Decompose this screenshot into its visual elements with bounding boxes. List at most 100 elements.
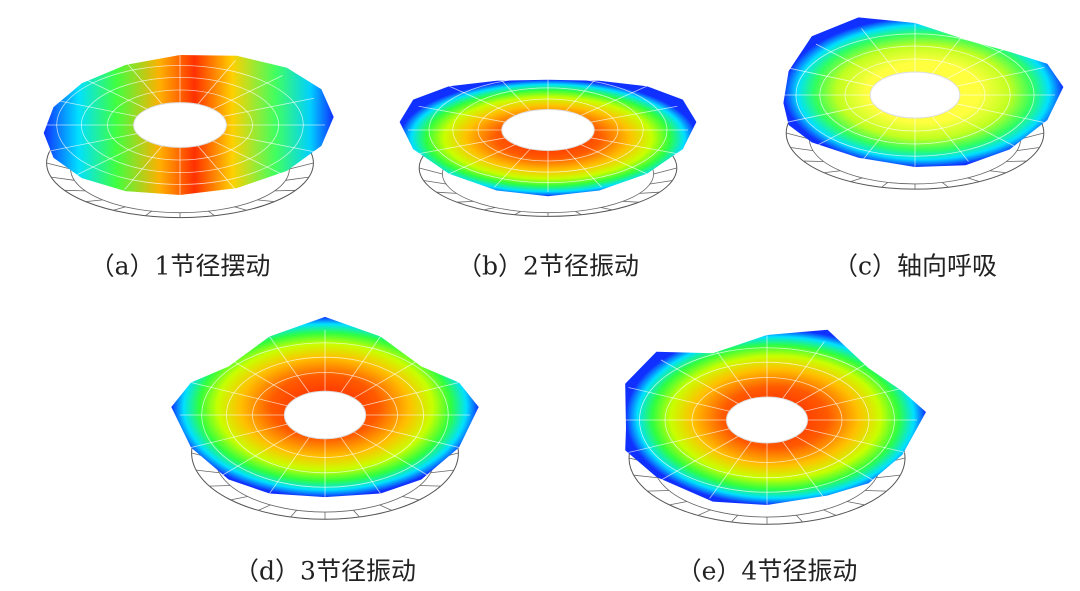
center-hole: [133, 102, 227, 148]
base-spoke: [1016, 147, 1040, 152]
mesh-spoke: [222, 97, 315, 117]
mesh-spoke: [494, 148, 531, 188]
base-spoke: [600, 207, 613, 211]
base-spoke: [846, 501, 865, 506]
mesh-spoke: [565, 148, 602, 188]
mesh-spoke: [795, 359, 874, 405]
mesh-spoke: [448, 85, 516, 116]
base-spoke: [647, 490, 670, 492]
mesh-spoke: [861, 116, 899, 162]
base-spoke: [209, 485, 231, 487]
base-spoke: [113, 206, 126, 211]
base-spoke: [274, 189, 296, 192]
mesh-spoke: [197, 60, 236, 105]
base-spoke: [850, 177, 863, 183]
mesh-spoke: [946, 43, 1015, 80]
mesh-spoke: [660, 359, 739, 405]
base-spoke: [234, 206, 247, 211]
base-spoke: [436, 191, 457, 194]
base-spoke: [967, 177, 980, 183]
mesh-spoke: [931, 116, 969, 162]
mesh-spoke: [815, 110, 884, 147]
mesh-spoke: [77, 140, 148, 175]
mode-panel: （e）4节径振动: [617, 329, 926, 586]
mode-panel: （b）2节径振动: [399, 68, 697, 281]
mesh-spoke: [956, 67, 1045, 87]
mesh-spoke: [590, 137, 678, 155]
base-spoke: [353, 509, 360, 518]
base-spoke: [823, 170, 841, 174]
mesh-spoke: [628, 387, 730, 412]
center-hole: [726, 396, 808, 444]
mesh-spoke: [269, 436, 310, 494]
base-spoke: [230, 496, 248, 501]
mesh-spoke: [45, 97, 138, 117]
base-spoke: [379, 504, 392, 511]
base-spoke: [730, 514, 739, 523]
mesh-spoke: [340, 436, 381, 494]
mesh-spoke: [804, 387, 906, 412]
caption: （d）3节径振动: [234, 557, 416, 586]
mesh-spoke: [340, 336, 381, 394]
base-spoke: [85, 199, 103, 203]
mesh-spoke: [190, 423, 288, 448]
base-spoke: [575, 211, 582, 216]
mode-panel: （d）3节径振动: [171, 316, 479, 586]
mesh-spoke: [628, 428, 730, 453]
mesh-spoke: [946, 110, 1015, 147]
center-hole: [869, 71, 961, 119]
mesh-spoke: [353, 354, 428, 399]
base-spoke: [196, 469, 220, 474]
mesh-spoke: [580, 144, 648, 175]
base-spoke: [514, 211, 521, 216]
mesh-spoke: [124, 145, 163, 190]
mesh-spoke: [785, 67, 874, 87]
base-spoke: [823, 509, 837, 516]
base-spoke: [622, 200, 640, 203]
base-spoke: [669, 501, 688, 506]
base-spoke: [430, 469, 454, 474]
base-spoke: [402, 496, 420, 501]
base-spoke: [639, 191, 660, 194]
base-spoke: [289, 162, 314, 170]
base-spoke: [258, 504, 271, 511]
mesh-spoke: [448, 144, 516, 175]
base-spoke: [989, 170, 1007, 174]
base-spoke: [942, 182, 949, 188]
base-spoke: [881, 182, 888, 188]
base-spoke: [290, 509, 297, 518]
base-spoke: [790, 147, 814, 152]
mesh-spoke: [418, 105, 506, 123]
base-spoke: [419, 167, 443, 175]
mesh-spoke: [565, 72, 602, 112]
mesh-spoke: [815, 43, 884, 80]
mesh-spoke: [861, 28, 899, 74]
base-spoke: [795, 514, 804, 523]
base-spoke: [46, 162, 71, 170]
mesh-spoke: [212, 75, 283, 110]
mesh-spoke: [222, 354, 297, 399]
base-spoke: [456, 200, 474, 203]
caption: （b）2节径振动: [457, 252, 639, 281]
mesh-spoke: [222, 133, 315, 153]
mesh-spoke: [222, 431, 297, 476]
base-spoke: [483, 207, 496, 211]
mesh-spoke: [197, 145, 236, 190]
mesh-spoke: [580, 85, 648, 116]
mesh-spoke: [190, 382, 288, 407]
base-spoke: [423, 180, 447, 185]
mesh-spoke: [795, 435, 874, 481]
base-spoke: [64, 189, 86, 192]
mesh-spoke: [782, 341, 825, 400]
mesh-spoke: [660, 435, 739, 481]
base-spoke: [876, 474, 901, 479]
mesh-spoke: [418, 137, 506, 155]
base-spoke: [145, 210, 152, 217]
mesh-spoke: [45, 133, 138, 153]
base-spoke: [786, 132, 810, 140]
mesh-spoke: [709, 341, 752, 400]
mesh-spoke: [956, 103, 1045, 123]
mesh-spoke: [785, 103, 874, 123]
mesh-spoke: [362, 423, 460, 448]
mesh-spoke: [782, 440, 825, 499]
